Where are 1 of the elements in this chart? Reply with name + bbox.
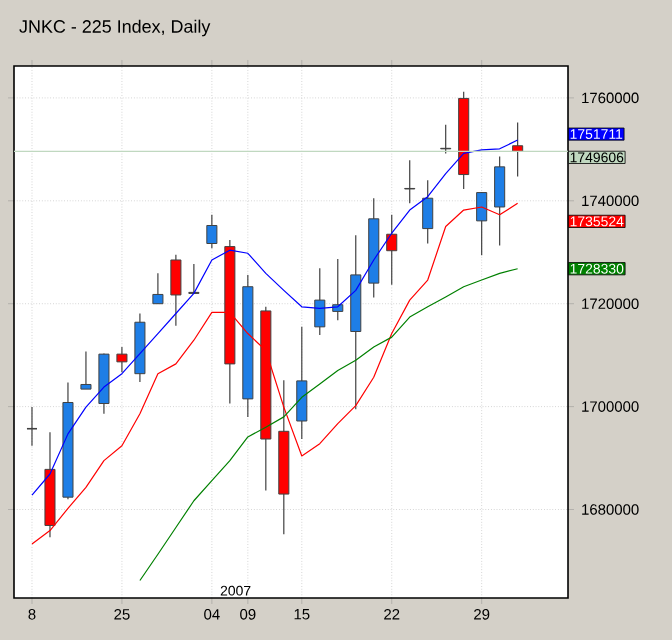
chart-title: JNKC - 225 Index, Daily — [19, 19, 211, 37]
